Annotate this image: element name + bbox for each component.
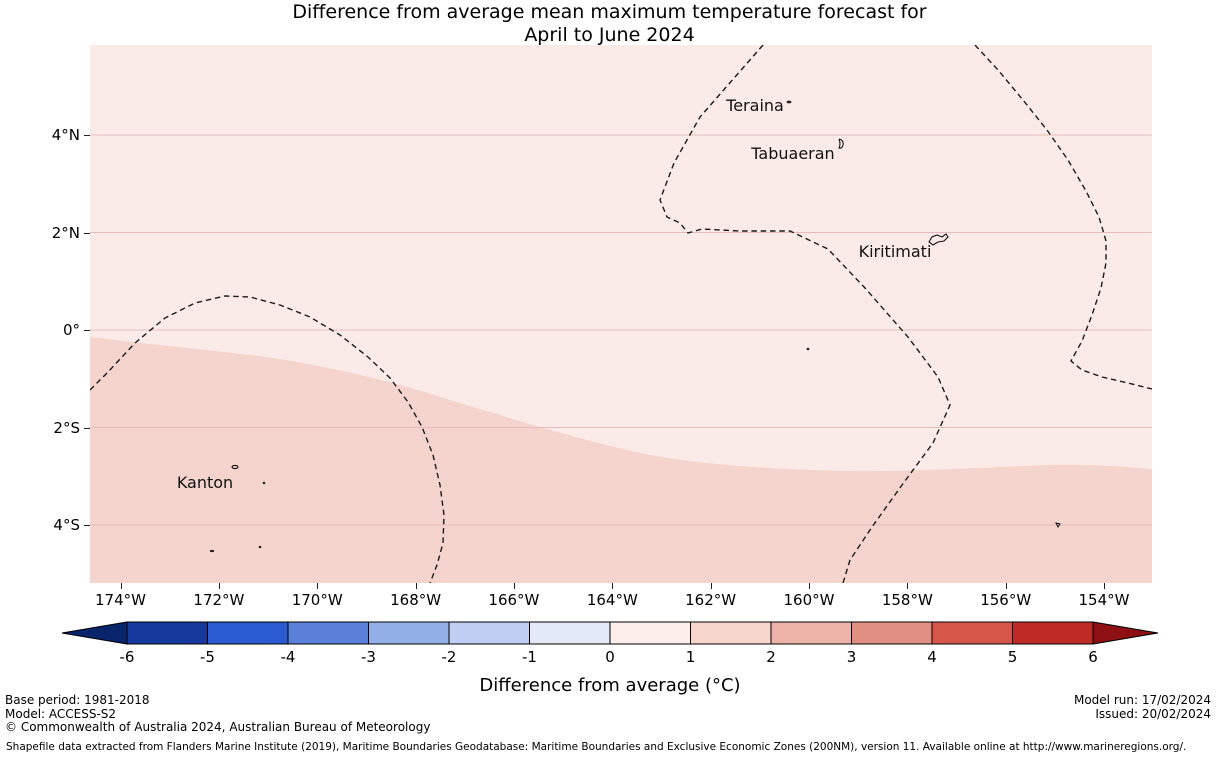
- copyright-text: © Commonwealth of Australia 2024, Austra…: [5, 720, 431, 734]
- lon-tick-label: 156°W: [980, 591, 1032, 609]
- lon-tick-label: 174°W: [95, 591, 146, 609]
- lon-tick-label: 160°W: [783, 591, 835, 609]
- kiritimati-island: [928, 233, 949, 246]
- lon-tick-label: 164°W: [586, 591, 638, 609]
- lat-tick: [84, 135, 90, 136]
- colorbar-tick: 1: [685, 648, 696, 666]
- latitude-gridlines: [90, 134, 1152, 526]
- colorbar-segment: [126, 621, 208, 645]
- colorbar-tick: -5: [200, 648, 215, 666]
- lon-tick: [907, 583, 909, 589]
- lon-tick: [120, 583, 122, 589]
- title-line-2: April to June 2024: [524, 24, 695, 46]
- malden-island: [1055, 522, 1061, 528]
- colorbar-tick: -6: [119, 648, 135, 666]
- colorbar-segment: [207, 621, 289, 645]
- colorbar: -6 -5 -4 -3 -2 -1 0 1 2 3 4 5 6 Differen…: [60, 621, 1160, 699]
- maritime-boundaries: [90, 45, 1152, 583]
- island-label-kiritimati: Kiritimati: [859, 242, 932, 261]
- lat-tick: [84, 330, 90, 331]
- lon-tick-label: 162°W: [685, 591, 737, 609]
- jarvis-island: [806, 347, 810, 351]
- island-label-tabuaeran: Tabuaeran: [750, 144, 834, 163]
- enderbury-island: [262, 481, 266, 485]
- lat-tick-label: 4°S: [53, 516, 80, 534]
- lon-tick: [317, 583, 319, 589]
- lon-tick: [809, 583, 810, 589]
- lat-tick: [84, 232, 90, 234]
- island-labels: Teraina Tabuaeran Kiritimati Kanton: [177, 96, 932, 492]
- colorbar-tick: 4: [927, 648, 937, 666]
- lat-tick-label: 4°N: [51, 126, 80, 144]
- kanton-island: [231, 464, 239, 470]
- colorbar-segment: [287, 621, 369, 645]
- lon-tick-label: 168°W: [390, 591, 442, 609]
- lon-tick: [218, 583, 220, 589]
- teraina-island: [786, 100, 792, 104]
- colorbar-segment: [931, 621, 1013, 645]
- map-area: Teraina Tabuaeran Kiritimati Kanton: [84, 45, 1152, 589]
- base-period-text: Base period: 1981-2018: [5, 693, 150, 707]
- eez-boundary-west: [90, 295, 445, 583]
- lon-tick: [1104, 583, 1105, 589]
- lon-tick-label: 172°W: [193, 591, 245, 609]
- map-canvas: Teraina Tabuaeran Kiritimati Kanton: [90, 45, 1152, 583]
- lon-tick: [513, 583, 515, 589]
- colorbar-tick: -1: [522, 648, 537, 666]
- colorbar-arrow-right: [1092, 621, 1159, 645]
- colorbar-segment: [1012, 621, 1094, 645]
- colorbar-segment: [851, 621, 933, 645]
- island-label-kanton: Kanton: [177, 473, 233, 492]
- small-island-sw-2: [258, 545, 262, 549]
- lat-tick: [84, 427, 90, 429]
- lon-tick-label: 158°W: [881, 591, 933, 609]
- colorbar-segment: [529, 621, 611, 645]
- colorbar-label: Difference from average (°C): [479, 675, 741, 696]
- shapefile-attribution: Shapefile data extracted from Flanders M…: [6, 741, 1187, 753]
- colorbar-tick: 3: [846, 648, 857, 666]
- lon-tick: [415, 583, 417, 589]
- lat-tick-label: 2°S: [53, 419, 80, 437]
- colorbar-tick: 6: [1088, 648, 1098, 666]
- eez-boundary-center: [659, 45, 951, 583]
- colorbar-segment: [770, 621, 852, 645]
- island-shapes: [209, 100, 1061, 553]
- lat-tick-label: 2°N: [51, 224, 80, 242]
- footer-left: Base period: 1981-2018 Model: ACCESS-S2 …: [5, 693, 431, 735]
- colorbar-segment: [690, 621, 772, 645]
- colorbar-tick: 2: [766, 648, 776, 666]
- lat-tick-label: 0°: [62, 321, 80, 339]
- page-title: Difference from average mean maximum tem…: [0, 1, 1219, 47]
- colorbar-tick: 0: [605, 648, 615, 666]
- lon-tick-label: 166°W: [488, 591, 540, 609]
- small-island-sw-1: [209, 549, 215, 553]
- model-run-text: Model run: 17/02/2024: [1073, 693, 1211, 707]
- colorbar-tick: -2: [441, 648, 457, 666]
- lon-tick: [612, 583, 614, 589]
- colorbar-segment: [368, 621, 450, 645]
- footer-right: Model run: 17/02/2024 Issued: 20/02/2024: [1073, 693, 1211, 721]
- lon-tick-label: 154°W: [1078, 591, 1130, 609]
- eez-boundary-east: [974, 45, 1152, 390]
- anomaly-region-1-2: [90, 337, 1152, 583]
- model-text: Model: ACCESS-S2: [5, 706, 117, 721]
- lat-tick: [84, 525, 90, 526]
- lon-tick: [1005, 583, 1007, 589]
- colorbar-segment: [609, 621, 691, 645]
- title-line-1: Difference from average mean maximum tem…: [292, 1, 927, 23]
- colorbar-tick: 5: [1007, 648, 1018, 666]
- colorbar-arrow-left: [61, 621, 128, 645]
- island-label-teraina: Teraina: [725, 96, 784, 115]
- colorbar-scale: [61, 621, 1159, 645]
- colorbar-tick: -3: [361, 648, 376, 666]
- colorbar-segment: [448, 621, 530, 645]
- colorbar-tick-labels: -6 -5 -4 -3 -2 -1 0 1 2 3 4 5 6: [60, 648, 1160, 668]
- colorbar-tick: -4: [280, 648, 296, 666]
- issued-text: Issued: 20/02/2024: [1095, 706, 1211, 721]
- lon-tick-label: 170°W: [291, 591, 343, 609]
- tabuaeran-island: [838, 138, 844, 149]
- lon-tick: [710, 583, 712, 589]
